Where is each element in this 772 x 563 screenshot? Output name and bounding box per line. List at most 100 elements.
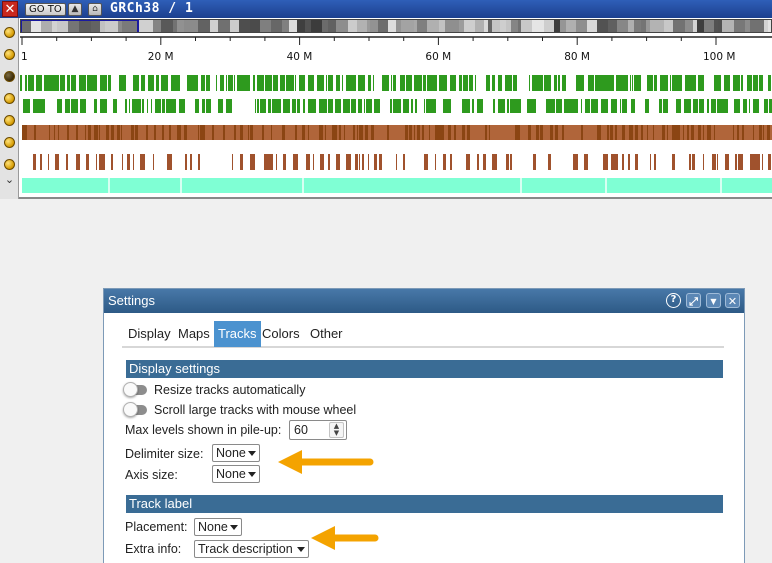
resize-tracks-toggle[interactable] — [123, 382, 147, 397]
track-feature — [253, 75, 255, 91]
track-feature — [154, 125, 156, 140]
track-handle-icon[interactable] — [4, 93, 15, 104]
ideogram-band — [378, 20, 388, 32]
track-feature — [663, 99, 668, 113]
track-feature — [240, 125, 243, 140]
chevron-down-icon[interactable]: ⌄ — [4, 173, 15, 186]
track-feature — [662, 125, 665, 140]
track-feature — [302, 125, 305, 140]
track-feature — [703, 125, 704, 140]
close-icon[interactable]: ✕ — [2, 1, 18, 17]
track-handle-icon[interactable] — [4, 115, 15, 126]
track-feature — [689, 154, 691, 170]
track-feature — [328, 99, 333, 113]
track-feature — [148, 75, 154, 91]
track-feature — [271, 125, 272, 140]
extra-info-select[interactable]: Track description — [194, 540, 309, 558]
delimiter-size-value: None — [216, 446, 246, 460]
track-feature — [146, 125, 148, 140]
track-feature — [387, 125, 389, 140]
extra-info-value: Track description — [198, 542, 293, 556]
track-feature — [632, 75, 633, 91]
ideogram-band — [388, 20, 396, 32]
track-area[interactable] — [20, 70, 772, 196]
track-feature — [88, 125, 91, 140]
delimiter-size-select[interactable]: None — [212, 444, 260, 462]
track-feature — [608, 75, 611, 91]
track-feature — [257, 99, 258, 113]
menu-icon[interactable]: ▼ — [706, 293, 721, 308]
track-feature — [409, 125, 412, 140]
track-feature — [400, 75, 405, 91]
ideogram-band — [427, 20, 439, 32]
up-arrow-icon[interactable]: ▲ — [68, 3, 82, 16]
track-feature — [712, 154, 716, 170]
placement-value: None — [198, 520, 228, 534]
help-icon[interactable]: ? — [666, 293, 681, 308]
ideogram-band — [628, 20, 634, 32]
tab-maps[interactable]: Maps — [178, 326, 210, 341]
track-gap — [520, 178, 522, 193]
track-feature — [169, 99, 176, 113]
track-feature — [486, 75, 490, 91]
axis-size-select[interactable]: None — [212, 465, 260, 483]
tab-tracks[interactable]: Tracks — [214, 321, 261, 347]
track-feature — [614, 154, 618, 170]
ideogram-band — [560, 20, 566, 32]
track-feature — [140, 154, 145, 170]
track-feature — [588, 75, 594, 91]
ideogram-band — [118, 20, 122, 32]
ideogram-band — [198, 20, 210, 32]
track-feature — [737, 125, 739, 140]
track-feature — [535, 75, 541, 91]
track-feature — [277, 99, 281, 113]
track-handle-icon[interactable] — [4, 159, 15, 170]
scroll-tracks-toggle[interactable] — [123, 402, 147, 417]
tab-colors[interactable]: Colors — [262, 326, 300, 341]
track-feature — [536, 125, 539, 140]
track-feature — [255, 99, 256, 113]
tab-display[interactable]: Display — [128, 326, 171, 341]
track-handle-icon[interactable] — [4, 49, 15, 60]
track-feature — [441, 125, 444, 140]
tab-other[interactable]: Other — [310, 326, 343, 341]
caret-down-icon — [248, 472, 256, 477]
ideogram-band — [250, 20, 260, 32]
track-feature — [317, 75, 324, 91]
track-feature — [687, 125, 689, 140]
chromosome-ideogram[interactable] — [20, 19, 772, 33]
track-feature — [546, 99, 549, 113]
track-feature — [647, 75, 653, 91]
track-feature — [23, 99, 27, 113]
track-feature — [332, 125, 335, 140]
track-feature — [344, 125, 345, 140]
goto-button[interactable]: GO TO — [25, 3, 66, 16]
track-handle-icon[interactable] — [4, 137, 15, 148]
track-feature — [111, 125, 114, 140]
spinner-icon[interactable]: ▲ ▼ — [329, 422, 344, 438]
track-feature — [65, 99, 70, 113]
track-feature — [635, 154, 638, 170]
track-feature — [384, 75, 389, 91]
ideogram-band — [521, 20, 532, 32]
track-handle-icon[interactable] — [4, 71, 15, 82]
track-feature — [755, 154, 760, 170]
track-feature — [216, 75, 217, 91]
ideogram-band — [414, 20, 417, 32]
track-handle-icon[interactable] — [4, 27, 15, 38]
track-feature — [742, 125, 744, 140]
track-feature — [60, 75, 65, 91]
close-icon[interactable]: ✕ — [725, 293, 740, 308]
track-feature — [630, 125, 633, 140]
track-feature — [611, 75, 614, 91]
track-feature — [663, 75, 668, 91]
max-levels-stepper[interactable]: 60 ▲ ▼ — [289, 420, 347, 440]
maximize-icon[interactable]: ⤢ — [686, 293, 701, 308]
track-feature — [498, 75, 502, 91]
settings-title: Settings — [108, 293, 155, 308]
resize-tracks-label: Resize tracks automatically — [154, 383, 306, 397]
track-feature — [549, 99, 551, 113]
track-feature — [749, 99, 750, 113]
placement-select[interactable]: None — [194, 518, 242, 536]
home-icon[interactable]: ⌂ — [88, 3, 102, 16]
